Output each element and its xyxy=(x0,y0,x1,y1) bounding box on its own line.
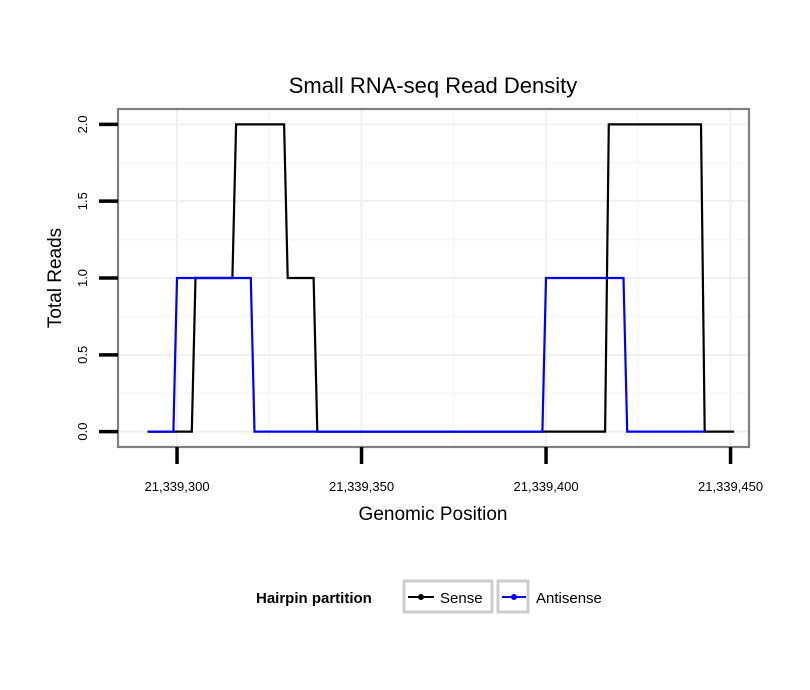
x-tick-label: 21,339,300 xyxy=(145,479,210,494)
legend-marker-antisense xyxy=(511,594,517,600)
y-axis-ticks: 0.0 0.5 1.0 1.5 2.0 xyxy=(75,115,118,441)
x-tick-label: 21,339,400 xyxy=(514,479,579,494)
x-tick-label: 21,339,350 xyxy=(329,479,394,494)
chart-title: Small RNA-seq Read Density xyxy=(289,73,578,98)
y-tick-label: 0.5 xyxy=(75,346,90,364)
series-lines xyxy=(147,123,735,433)
series-line-antisense xyxy=(147,276,705,433)
y-tick-label: 0.0 xyxy=(75,423,90,441)
y-tick-label: 1.0 xyxy=(75,269,90,287)
y-tick-label: 1.5 xyxy=(75,192,90,210)
y-axis-title: Total Reads xyxy=(45,228,66,328)
x-axis-title: Genomic Position xyxy=(359,504,508,525)
y-tick-label: 2.0 xyxy=(75,115,90,133)
x-tick-label: 21,339,450 xyxy=(698,479,763,494)
x-axis-ticks: 21,339,300 21,339,350 21,339,400 21,339,450 xyxy=(145,447,763,494)
legend-marker-sense xyxy=(418,594,424,600)
legend: Hairpin partition Sense Antisense xyxy=(256,579,602,614)
legend-title: Hairpin partition xyxy=(256,590,372,607)
legend-label-antisense: Antisense xyxy=(536,590,602,607)
legend-label-sense: Sense xyxy=(440,590,483,607)
